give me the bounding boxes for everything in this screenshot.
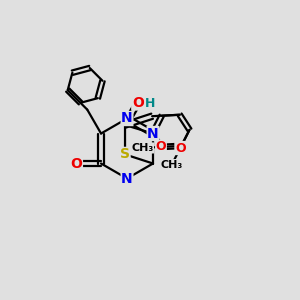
Text: H: H	[145, 97, 156, 110]
Text: N: N	[121, 112, 133, 125]
Text: N: N	[121, 172, 133, 185]
Text: O: O	[175, 142, 186, 154]
Text: CH₃: CH₃	[161, 160, 183, 170]
Text: S: S	[120, 147, 130, 161]
Text: N: N	[147, 127, 159, 140]
Text: CH₃: CH₃	[131, 143, 154, 153]
Text: O: O	[70, 157, 83, 170]
Text: O: O	[156, 140, 166, 154]
Text: O: O	[132, 96, 144, 110]
